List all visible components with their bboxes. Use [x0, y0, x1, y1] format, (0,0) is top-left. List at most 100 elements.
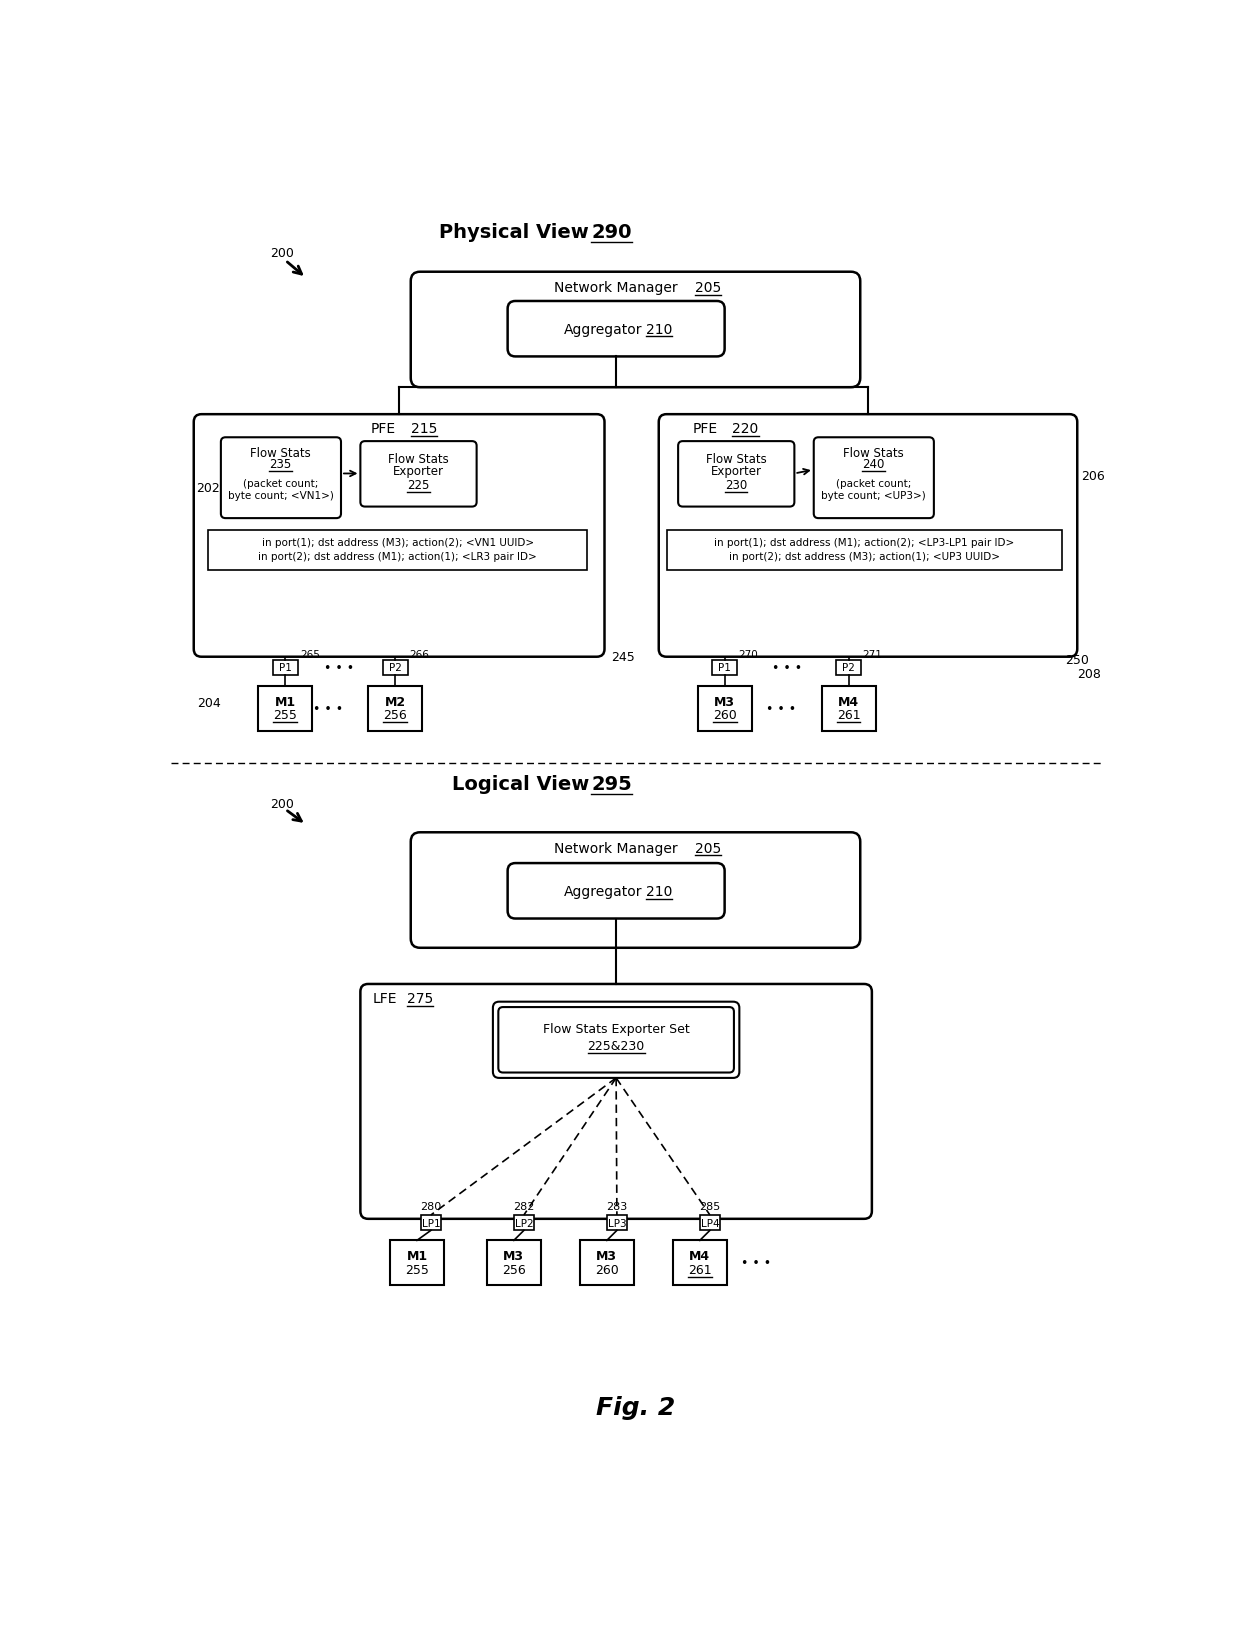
- Text: 204: 204: [197, 698, 222, 711]
- Bar: [383, 660, 408, 676]
- Text: 266: 266: [409, 649, 429, 659]
- Bar: [836, 660, 861, 676]
- Text: 208: 208: [1078, 668, 1101, 681]
- Text: Flow Stats: Flow Stats: [706, 452, 766, 465]
- Bar: [606, 1216, 627, 1231]
- Text: P2: P2: [842, 663, 856, 673]
- Text: 280: 280: [420, 1201, 441, 1211]
- Text: 261: 261: [837, 709, 861, 722]
- Bar: [258, 686, 312, 732]
- Text: PFE: PFE: [693, 422, 718, 435]
- Text: 235: 235: [269, 458, 291, 471]
- FancyBboxPatch shape: [410, 272, 861, 388]
- Text: 205: 205: [696, 841, 722, 856]
- Text: Exporter: Exporter: [393, 465, 444, 478]
- Text: M3: M3: [714, 696, 735, 709]
- Bar: [486, 1240, 541, 1284]
- Text: LP1: LP1: [422, 1218, 440, 1227]
- Text: LP2: LP2: [515, 1218, 533, 1227]
- Text: byte count; <VN1>): byte count; <VN1>): [228, 491, 334, 500]
- Text: 210: 210: [646, 883, 672, 898]
- Text: Flow Stats: Flow Stats: [250, 447, 311, 460]
- Bar: [207, 530, 588, 570]
- Text: 282: 282: [513, 1201, 534, 1211]
- Text: 275: 275: [407, 991, 433, 1006]
- Text: 200: 200: [270, 797, 294, 810]
- FancyBboxPatch shape: [498, 1007, 734, 1073]
- Text: • • •: • • •: [325, 662, 355, 675]
- Text: Logical View: Logical View: [451, 774, 589, 794]
- Text: 225: 225: [407, 479, 430, 491]
- Text: 202: 202: [196, 481, 219, 494]
- Text: in port(1); dst address (M3); action(2); <VN1 UUID>: in port(1); dst address (M3); action(2);…: [262, 538, 533, 548]
- Text: 255: 255: [273, 709, 298, 722]
- Text: 256: 256: [383, 709, 407, 722]
- Text: M2: M2: [384, 696, 405, 709]
- Text: 290: 290: [591, 223, 632, 241]
- Text: LP4: LP4: [701, 1218, 719, 1227]
- Bar: [667, 530, 1061, 570]
- Bar: [420, 1216, 441, 1231]
- FancyBboxPatch shape: [658, 416, 1078, 657]
- Text: 206: 206: [1081, 469, 1105, 482]
- Text: P1: P1: [718, 663, 732, 673]
- Text: 270: 270: [739, 649, 759, 659]
- Text: 260: 260: [713, 709, 737, 722]
- Text: 225&230: 225&230: [588, 1040, 645, 1053]
- Text: 283: 283: [606, 1201, 627, 1211]
- Bar: [389, 1240, 444, 1284]
- Text: Network Manager: Network Manager: [554, 280, 678, 295]
- Text: M1: M1: [274, 696, 296, 709]
- Bar: [672, 1240, 727, 1284]
- Text: (packet count;: (packet count;: [836, 479, 911, 489]
- Text: 285: 285: [699, 1201, 720, 1211]
- FancyBboxPatch shape: [221, 438, 341, 518]
- Text: Network Manager: Network Manager: [554, 841, 678, 856]
- Text: • • •: • • •: [771, 662, 802, 675]
- Text: M4: M4: [838, 696, 859, 709]
- Text: in port(2); dst address (M3); action(1); <UP3 UUID>: in port(2); dst address (M3); action(1);…: [729, 551, 999, 561]
- Text: 245: 245: [611, 650, 635, 663]
- Bar: [273, 660, 298, 676]
- Text: 230: 230: [725, 479, 748, 491]
- Bar: [697, 686, 751, 732]
- Bar: [699, 1216, 720, 1231]
- Text: • • •: • • •: [312, 703, 343, 716]
- Bar: [821, 686, 875, 732]
- Bar: [712, 660, 737, 676]
- Text: P2: P2: [389, 663, 402, 673]
- Text: M3: M3: [503, 1250, 525, 1263]
- Text: in port(2); dst address (M1); action(1); <LR3 pair ID>: in port(2); dst address (M1); action(1);…: [258, 551, 537, 561]
- Text: Aggregator: Aggregator: [564, 323, 642, 336]
- Text: 210: 210: [646, 323, 672, 336]
- FancyBboxPatch shape: [410, 833, 861, 949]
- FancyBboxPatch shape: [813, 438, 934, 518]
- Text: 250: 250: [1065, 654, 1090, 667]
- Text: 261: 261: [688, 1263, 712, 1276]
- Text: 200: 200: [270, 246, 294, 259]
- Text: M4: M4: [689, 1250, 711, 1263]
- Text: P1: P1: [279, 663, 291, 673]
- Bar: [513, 1216, 534, 1231]
- FancyBboxPatch shape: [507, 864, 724, 919]
- Bar: [368, 686, 423, 732]
- Text: 265: 265: [301, 649, 321, 659]
- Bar: [580, 1240, 634, 1284]
- Text: LFE: LFE: [373, 991, 398, 1006]
- Text: 255: 255: [405, 1263, 429, 1276]
- Text: 240: 240: [862, 458, 884, 471]
- Text: Flow Stats: Flow Stats: [843, 447, 904, 460]
- FancyBboxPatch shape: [361, 442, 476, 507]
- Text: Fig. 2: Fig. 2: [596, 1395, 675, 1420]
- Text: byte count; <UP3>): byte count; <UP3>): [821, 491, 926, 500]
- Text: 260: 260: [595, 1263, 619, 1276]
- Text: • • •: • • •: [740, 1257, 771, 1270]
- Text: in port(1); dst address (M1); action(2); <LP3-LP1 pair ID>: in port(1); dst address (M1); action(2);…: [714, 538, 1014, 548]
- Text: 256: 256: [502, 1263, 526, 1276]
- Text: M1: M1: [407, 1250, 428, 1263]
- FancyBboxPatch shape: [507, 302, 724, 357]
- Text: (packet count;: (packet count;: [243, 479, 319, 489]
- Text: M3: M3: [596, 1250, 618, 1263]
- FancyBboxPatch shape: [678, 442, 795, 507]
- FancyBboxPatch shape: [193, 416, 605, 657]
